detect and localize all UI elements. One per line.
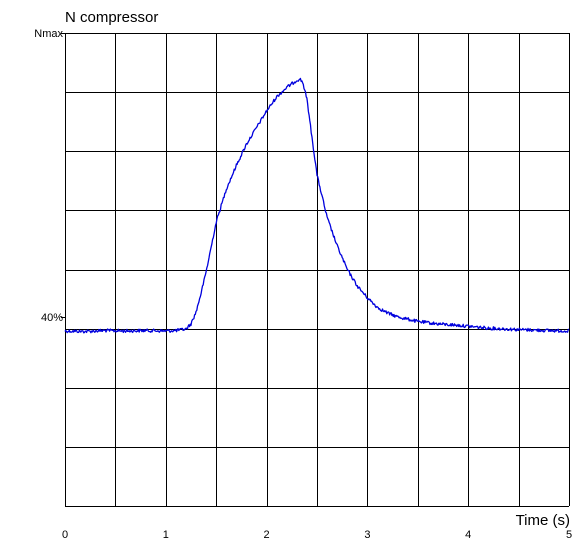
- y-tick-label: Nmax: [34, 28, 63, 40]
- x-tick-label: 2: [264, 529, 270, 541]
- series-layer: [64, 77, 569, 334]
- y-tick-labels: Nmax 40%: [34, 28, 63, 324]
- x-tick-labels: 0 1 2 3 4 5: [62, 529, 572, 541]
- chart-title: N compressor: [65, 9, 158, 26]
- series-line: [64, 77, 569, 334]
- x-axis-label: Time (s): [516, 512, 570, 529]
- y-tick-label: 40%: [41, 312, 63, 324]
- x-tick-label: 3: [364, 529, 370, 541]
- chart-grid: [61, 33, 570, 507]
- x-tick-label: 0: [62, 529, 68, 541]
- x-tick-label: 5: [566, 529, 572, 541]
- x-tick-label: 4: [465, 529, 471, 541]
- x-tick-label: 1: [163, 529, 169, 541]
